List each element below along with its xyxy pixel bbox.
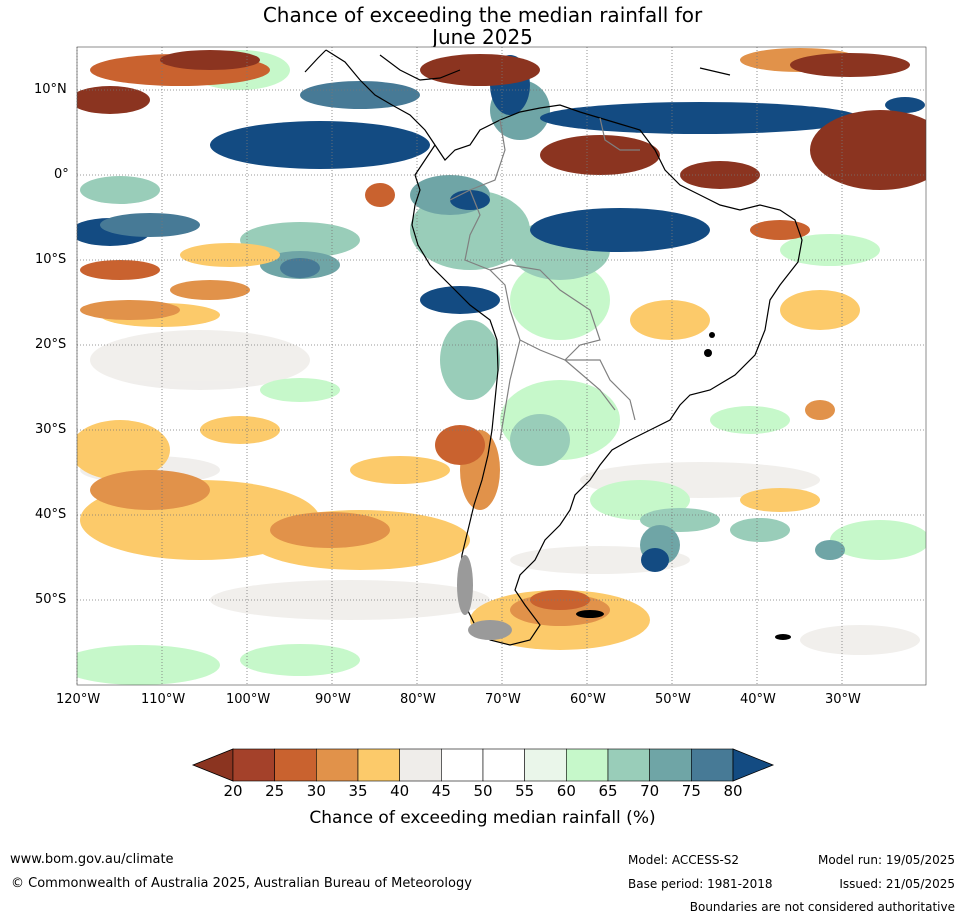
lat-label: 50°S (35, 592, 67, 607)
colorbar-swatch (399, 748, 442, 782)
map-title: Chance of exceeding the median rainfall … (0, 4, 965, 48)
lon-label: 100°W (226, 692, 271, 707)
footer-issued: Issued: 21/05/2025 (839, 877, 955, 891)
colorbar-swatch (357, 748, 400, 782)
colorbar-swatch (691, 748, 734, 782)
lat-label: 10°N (34, 82, 67, 97)
colorbar-swatch (232, 748, 275, 782)
footer-disclaimer: Boundaries are not considered authoritat… (689, 900, 955, 914)
title-line-1: Chance of exceeding the median rainfall … (262, 3, 703, 27)
lat-label: 0° (54, 167, 69, 182)
small-islands (576, 332, 791, 640)
colorbar-swatch (649, 748, 692, 782)
lon-label: 40°W (740, 692, 776, 707)
title-line-2: June 2025 (432, 25, 533, 49)
lat-label: 10°S (35, 252, 67, 267)
colorbar-under-arrow (191, 748, 234, 782)
colorbar-label: Chance of exceeding median rainfall (%) (309, 808, 656, 828)
lat-label: 20°S (35, 337, 67, 352)
colorbar-tick-label: 60 (556, 782, 576, 800)
lon-label: 110°W (141, 692, 186, 707)
colorbar-tick-label: 35 (348, 782, 368, 800)
colorbar-tick-label: 80 (723, 782, 743, 800)
colorbar-swatch (274, 748, 317, 782)
colorbar-swatch (566, 748, 609, 782)
footer-model-run: Model run: 19/05/2025 (817, 853, 955, 867)
lon-label: 80°W (400, 692, 436, 707)
colorbar-swatch (441, 748, 484, 782)
rainfall-fields (77, 48, 926, 685)
lon-label: 120°W (56, 692, 101, 707)
lon-label: 60°W (570, 692, 606, 707)
colorbar-tick-label: 65 (598, 782, 618, 800)
footer-url[interactable]: www.bom.gov.au/climate (10, 852, 174, 867)
footer-base-period: Base period: 1981-2018 (628, 877, 773, 891)
coastline (304, 49, 803, 646)
colorbar-tick-label: 25 (265, 782, 285, 800)
colorbar-tick-label: 45 (431, 782, 451, 800)
lat-label: 30°S (35, 422, 67, 437)
colorbar-tick-label: 40 (390, 782, 410, 800)
lon-label: 30°W (825, 692, 861, 707)
footer-model: Model: ACCESS-S2 (628, 853, 740, 867)
colorbar (191, 748, 775, 782)
lat-label: 40°S (35, 507, 67, 522)
colorbar-tick-label: 50 (473, 782, 493, 800)
colorbar-tick-label: 70 (640, 782, 660, 800)
footer-copyright: © Commonwealth of Australia 2025, Austra… (11, 876, 472, 891)
southern-islands (457, 555, 512, 640)
colorbar-over-arrow (732, 748, 775, 782)
colorbar-swatch (316, 748, 359, 782)
colorbar-swatch (482, 748, 525, 782)
map-frame (76, 46, 927, 686)
graticule (76, 47, 926, 685)
colorbar-tick-label: 30 (306, 782, 326, 800)
colorbar-tick-label: 55 (515, 782, 535, 800)
colorbar-swatch (524, 748, 567, 782)
lon-label: 90°W (315, 692, 351, 707)
colorbar-tick-label: 75 (681, 782, 701, 800)
colorbar-swatch (607, 748, 650, 782)
country-borders (449, 117, 640, 441)
lon-label: 70°W (485, 692, 521, 707)
colorbar-tick-label: 20 (223, 782, 243, 800)
lon-label: 50°W (655, 692, 691, 707)
